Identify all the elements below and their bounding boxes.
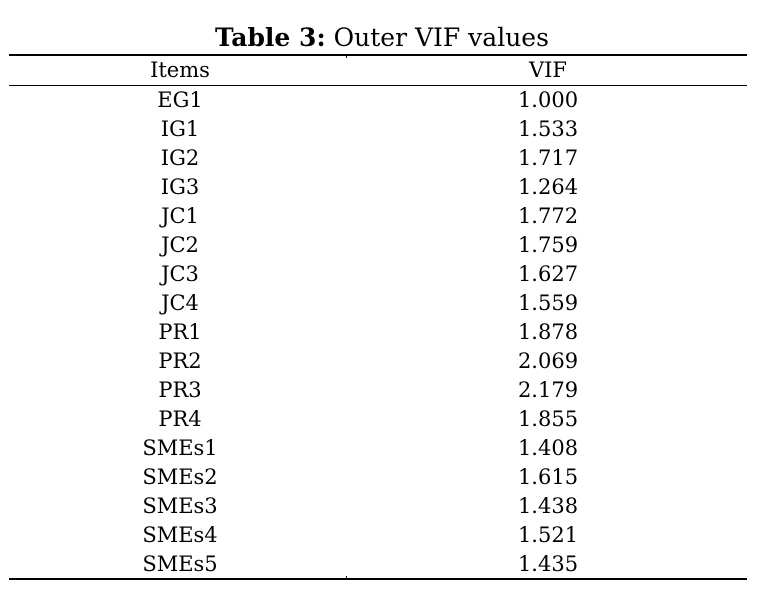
table-cell-vif: 1.772 (517, 204, 579, 228)
column-header-vif: VIF (528, 58, 568, 82)
table-cell-vif: 2.069 (517, 349, 579, 373)
table-cell-vif: 1.759 (517, 233, 579, 257)
table-cell-item: PR2 (158, 349, 202, 373)
table-caption: Table 3: Outer VIF values (0, 22, 764, 54)
table-cell-item: JC2 (161, 233, 199, 257)
bottom-rule (9, 578, 747, 580)
table-cell-item: SMEs4 (142, 523, 218, 547)
table-cell-vif: 2.179 (517, 378, 579, 402)
table-cell-vif: 1.855 (517, 407, 579, 431)
table-cell-vif: 1.435 (517, 552, 579, 576)
table-cell-vif: 1.627 (517, 262, 579, 286)
table-cell-vif: 1.408 (517, 436, 579, 460)
table-cell-vif: 1.717 (517, 146, 579, 170)
table-cell-item: SMEs1 (142, 436, 218, 460)
table-cell-vif: 1.521 (517, 523, 579, 547)
table-cell-item: EG1 (157, 88, 203, 112)
table-cell-item: SMEs3 (142, 494, 218, 518)
table-cell-item: IG2 (160, 146, 200, 170)
table-cell-item: IG3 (160, 175, 200, 199)
table-cell-item: JC4 (161, 291, 199, 315)
column-separator-tick (346, 54, 347, 58)
table-cell-item: PR1 (158, 320, 202, 344)
top-rule (9, 54, 747, 56)
table-cell-vif: 1.878 (517, 320, 579, 344)
table-cell-item: JC3 (161, 262, 199, 286)
header-rule (9, 85, 747, 86)
column-header-items: Items (150, 58, 210, 82)
table-caption-label: Table 3: (215, 23, 326, 52)
table-cell-item: PR4 (158, 407, 202, 431)
table-cell-vif: 1.264 (517, 175, 579, 199)
table-cell-item: PR3 (158, 378, 202, 402)
table-cell-vif: 1.438 (517, 494, 579, 518)
table-caption-text: Outer VIF values (333, 23, 549, 52)
table-cell-vif: 1.559 (517, 291, 579, 315)
table-cell-item: JC1 (161, 204, 199, 228)
table-cell-item: SMEs2 (142, 465, 218, 489)
table-cell-item: IG1 (160, 117, 200, 141)
table-cell-vif: 1.000 (517, 88, 579, 112)
table-cell-item: SMEs5 (142, 552, 218, 576)
column-separator-tick (346, 576, 347, 580)
table-cell-vif: 1.615 (517, 465, 579, 489)
table-cell-vif: 1.533 (517, 117, 579, 141)
